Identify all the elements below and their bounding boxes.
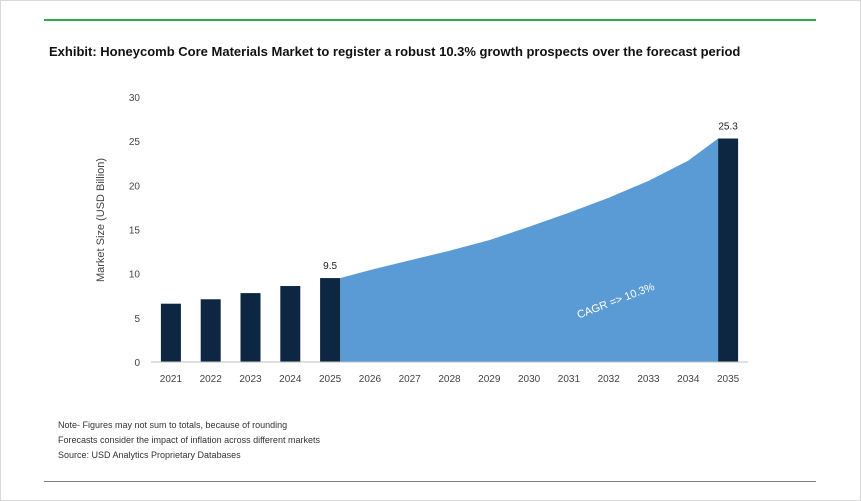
y-tick-20: 20 [129,181,141,192]
x-tick-2021: 2021 [160,374,183,385]
bottom-rule [44,481,816,482]
top-accent-rule [44,19,816,21]
notes-block: Note- Figures may not sum to totals, bec… [58,418,320,463]
x-tick-2025: 2025 [319,374,342,385]
x-tick-2032: 2032 [598,374,621,385]
bar-2035 [718,138,739,362]
note-rounding: Note- Figures may not sum to totals, bec… [58,420,288,430]
x-tick-2034: 2034 [677,374,700,385]
x-tick-2031: 2031 [558,374,581,385]
x-tick-2028: 2028 [438,374,461,385]
y-tick-5: 5 [134,314,140,325]
data-label-2035: 25.3 [718,122,738,133]
y-tick-0: 0 [134,358,140,369]
note-inflation: Forecasts consider the impact of inflati… [58,435,320,445]
y-axis-title: Market Size (USD Billion) [95,158,107,282]
x-tick-2035: 2035 [717,374,740,385]
bar-2021 [160,303,181,362]
y-tick-25: 25 [129,137,141,148]
x-tick-2030: 2030 [518,374,541,385]
bar-2023 [240,293,261,362]
x-tick-2023: 2023 [239,374,262,385]
x-tick-2029: 2029 [478,374,501,385]
x-tick-2024: 2024 [279,374,302,385]
x-tick-2022: 2022 [200,374,223,385]
y-tick-10: 10 [129,270,141,281]
y-tick-15: 15 [129,226,141,237]
y-tick-30: 30 [129,93,141,104]
data-label-2025: 9.5 [323,261,337,272]
x-tick-2026: 2026 [359,374,382,385]
x-tick-2027: 2027 [399,374,422,385]
bar-2024 [280,286,301,362]
bar-2025 [320,278,341,362]
note-source: Source: USD Analytics Proprietary Databa… [58,450,241,460]
x-tick-2033: 2033 [637,374,660,385]
bar-2022 [200,299,221,362]
forecast-area [340,138,719,362]
exhibit-title: Exhibit: Honeycomb Core Materials Market… [49,44,741,59]
